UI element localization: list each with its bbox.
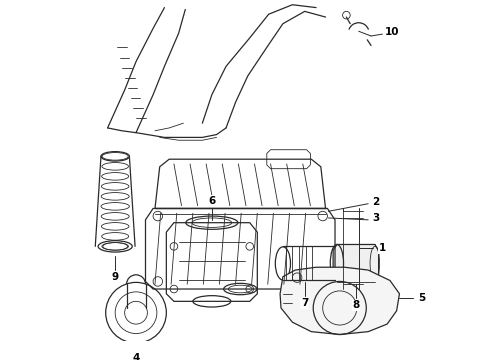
Text: 2: 2 (372, 197, 379, 207)
Text: 4: 4 (132, 353, 140, 360)
Text: 8: 8 (352, 300, 360, 310)
Polygon shape (333, 244, 379, 282)
Polygon shape (280, 267, 399, 334)
Text: 6: 6 (208, 196, 216, 206)
Text: 7: 7 (301, 298, 308, 308)
Text: 9: 9 (112, 272, 119, 282)
Text: 10: 10 (385, 27, 399, 37)
Text: 1: 1 (379, 243, 386, 253)
Text: 5: 5 (418, 293, 426, 303)
Text: 3: 3 (372, 213, 379, 223)
